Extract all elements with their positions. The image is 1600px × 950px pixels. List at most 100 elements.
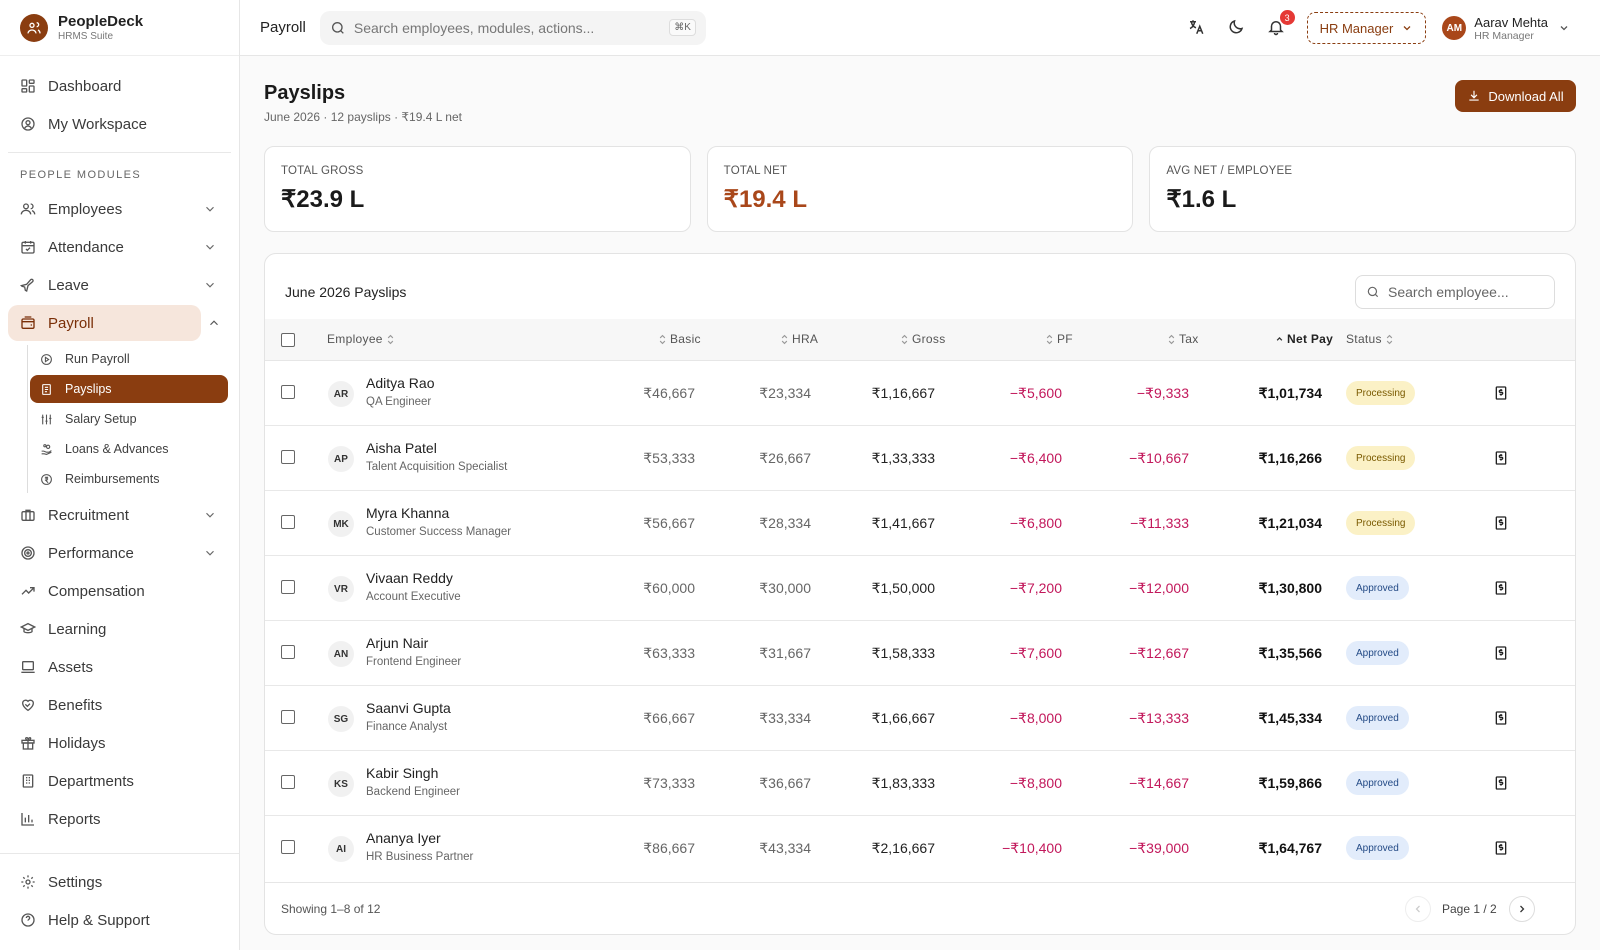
employee-search-input[interactable]: Search employee... [1355,275,1555,309]
tax-cell: −₹11,333 [1130,515,1189,531]
subnav-label: Salary Setup [65,412,137,426]
avatar: AI [328,836,354,862]
download-all-button[interactable]: Download All [1455,80,1576,112]
row-checkbox[interactable] [281,450,295,464]
net-pay-cell: ₹1,30,800 [1258,580,1322,596]
subnav-item-payslips[interactable]: Payslips [30,375,228,403]
page-subtitle: June 2026 · 12 payslips · ₹19.4 L net [264,110,462,124]
coin-icon [41,473,52,485]
payslip-document-icon[interactable] [1493,645,1509,661]
payslips-table-card: June 2026 Payslips Search employee... Em… [264,253,1576,935]
chevron-left-icon [1415,905,1420,913]
employee-name[interactable]: Ananya Iyer [366,830,441,846]
nav-item-employees[interactable]: Employees [8,191,231,227]
nav-item-compensation[interactable]: Compensation [8,573,231,609]
nav-item-settings[interactable]: Settings [8,864,231,900]
breadcrumb[interactable]: Payroll [260,19,306,36]
payslip-document-icon[interactable] [1493,385,1509,401]
employee-name[interactable]: Aisha Patel [366,440,437,456]
net-pay-cell: ₹1,64,767 [1258,840,1322,856]
subnav-item-salary-setup[interactable]: Salary Setup [30,405,228,433]
nav-item-performance[interactable]: Performance [8,535,231,571]
user-menu[interactable]: AM Aarav Mehta HR Manager [1442,15,1570,42]
table-row[interactable]: SG Saanvi Gupta Finance Analyst ₹66,667 … [265,686,1575,751]
payslip-document-icon[interactable] [1493,775,1509,791]
table-row[interactable]: MK Myra Khanna Customer Success Manager … [265,491,1575,556]
net-pay-cell: ₹1,59,866 [1258,775,1322,791]
employee-name[interactable]: Arjun Nair [366,635,429,651]
nav-item-learning[interactable]: Learning [8,611,231,647]
column-header-pf[interactable]: PF [1042,332,1073,346]
status-badge: Approved [1346,641,1409,665]
nav-item-attendance[interactable]: Attendance [8,229,231,265]
page-indicator: Page 1 / 2 [1442,902,1497,916]
grid-icon [21,79,35,93]
nav-item-dashboard[interactable]: Dashboard [8,68,231,104]
employee-name[interactable]: Saanvi Gupta [366,700,451,716]
play-circle-icon [41,353,52,365]
column-header-employee[interactable]: Employee [327,332,398,346]
payslip-document-icon[interactable] [1493,515,1509,531]
row-checkbox[interactable] [281,385,295,399]
nav-item-benefits[interactable]: Benefits [8,687,231,723]
next-page-button[interactable] [1509,896,1535,922]
payslip-document-icon[interactable] [1493,580,1509,596]
notifications-button[interactable]: 3 [1267,10,1295,38]
nav-item-reports[interactable]: Reports [8,801,231,837]
stat-value: ₹1.6 L [1166,186,1237,213]
employee-name[interactable]: Kabir Singh [366,765,439,781]
nav-item-recruitment[interactable]: Recruitment [8,497,231,533]
nav-item-help-support[interactable]: Help & Support [8,902,231,938]
column-header-hra[interactable]: HRA [777,332,818,346]
payslip-document-icon[interactable] [1493,840,1509,856]
column-header-basic[interactable]: Basic [655,332,701,346]
theme-toggle-button[interactable] [1227,18,1247,38]
column-header-status[interactable]: Status [1346,332,1397,346]
nav-item-departments[interactable]: Departments [8,763,231,799]
nav-item-payroll[interactable]: Payroll [8,305,218,341]
table-row[interactable]: AP Aisha Patel Talent Acquisition Specia… [265,426,1575,491]
status-badge: Approved [1346,771,1409,795]
table-footer: Showing 1–8 of 12 Page 1 / 2 [265,882,1575,934]
row-checkbox[interactable] [281,515,295,529]
table-row[interactable]: AN Arjun Nair Frontend Engineer ₹63,333 … [265,621,1575,686]
table-row[interactable]: KS Kabir Singh Backend Engineer ₹73,333 … [265,751,1575,816]
subnav-item-reimbursements[interactable]: Reimbursements [30,465,228,493]
table-row[interactable]: AR Aditya Rao QA Engineer ₹46,667 ₹23,33… [265,361,1575,426]
row-checkbox[interactable] [281,580,295,594]
nav-item-leave[interactable]: Leave [8,267,231,303]
row-checkbox[interactable] [281,775,295,789]
nav-label: Reports [48,810,101,828]
brand[interactable]: PeopleDeck HRMS Suite [0,0,239,56]
row-checkbox[interactable] [281,710,295,724]
payslip-document-icon[interactable] [1493,710,1509,726]
subnav-item-loans-advances[interactable]: Loans & Advances [30,435,228,463]
payslip-document-icon[interactable] [1493,450,1509,466]
table-row[interactable]: AI Ananya Iyer HR Business Partner ₹86,6… [265,816,1575,881]
nav-item-assets[interactable]: Assets [8,649,231,685]
search-icon [1367,286,1379,298]
language-button[interactable] [1187,18,1207,38]
chevron-down-icon [1403,26,1411,31]
table-row[interactable]: VR Vivaan Reddy Account Executive ₹60,00… [265,556,1575,621]
gift-icon [21,736,35,750]
nav-item-holidays[interactable]: Holidays [8,725,231,761]
column-header-gross[interactable]: Gross [897,332,946,346]
top-actions: 3 HR Manager AM Aarav Mehta HR Manager [1187,0,1600,56]
employee-name[interactable]: Aditya Rao [366,375,435,391]
column-header-net-pay[interactable]: Net Pay [1272,332,1333,346]
global-search-input[interactable]: Search employees, modules, actions... ⌘K [319,10,706,45]
employee-name[interactable]: Myra Khanna [366,505,450,521]
column-header-tax[interactable]: Tax [1164,332,1199,346]
nav-item-my-workspace[interactable]: My Workspace [8,106,231,142]
select-all-checkbox[interactable] [281,333,295,347]
sidebar-footer: Settings Help & Support [0,853,239,940]
employee-name[interactable]: Vivaan Reddy [366,570,453,586]
subnav-item-run-payroll[interactable]: Run Payroll [30,345,228,373]
stats-row: TOTAL GROSS ₹23.9 L TOTAL NET ₹19.4 L AV… [264,146,1577,232]
prev-page-button[interactable] [1405,896,1431,922]
hra-cell: ₹33,334 [759,710,811,726]
row-checkbox[interactable] [281,645,295,659]
role-switcher[interactable]: HR Manager [1306,12,1427,44]
row-checkbox[interactable] [281,840,295,854]
